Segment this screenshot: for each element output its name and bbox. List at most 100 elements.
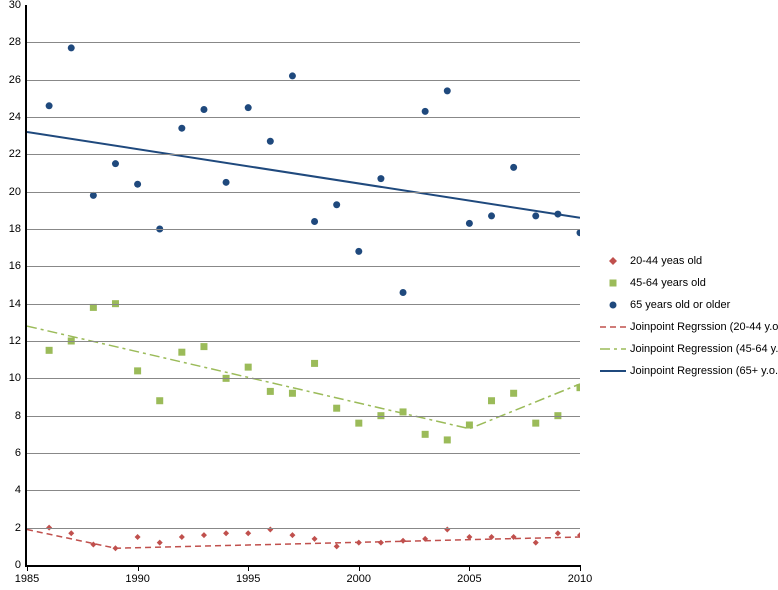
point-s45_64: [532, 420, 539, 427]
point-s65p: [377, 175, 384, 182]
point-s65p: [333, 201, 340, 208]
point-s45_64: [46, 347, 53, 354]
point-s65p: [68, 44, 75, 51]
x-tick-label: 2005: [457, 565, 481, 585]
grid-line: [27, 453, 580, 454]
point-s65p: [400, 289, 407, 296]
point-s20_44: [135, 534, 141, 540]
grid-line: [27, 229, 580, 230]
point-s65p: [112, 160, 119, 167]
x-tick-label: 1985: [15, 565, 39, 585]
point-s20_44: [400, 538, 406, 544]
point-s65p: [46, 102, 53, 109]
x-tick-label: 2010: [568, 565, 592, 585]
legend-swatch: [600, 254, 626, 268]
point-s45_64: [156, 397, 163, 404]
point-s45_64: [333, 405, 340, 412]
x-tick-label: 2000: [347, 565, 371, 585]
grid-line: [27, 117, 580, 118]
grid-line: [27, 266, 580, 267]
point-s65p: [355, 248, 362, 255]
legend-label: 65 years old or older: [626, 299, 730, 311]
y-tick-label: 18: [9, 223, 27, 235]
legend: 20-44 yeas old45-64 years old65 years ol…: [600, 250, 778, 382]
point-s45_64: [466, 422, 473, 429]
plot-area: 0246810121416182022242628301985199019952…: [25, 5, 580, 567]
y-tick-label: 6: [15, 447, 27, 459]
point-s45_64: [134, 367, 141, 374]
point-s45_64: [355, 420, 362, 427]
point-s20_44: [289, 532, 295, 538]
point-s65p: [267, 138, 274, 145]
grid-line: [27, 528, 580, 529]
x-tick-label: 1995: [236, 565, 260, 585]
point-s65p: [444, 87, 451, 94]
legend-label: 20-44 yeas old: [626, 255, 702, 267]
legend-swatch: [600, 298, 626, 312]
legend-label: Joinpoint Regression (65+ y.o.): [626, 365, 778, 377]
point-s65p: [90, 192, 97, 199]
point-s20_44: [356, 540, 362, 546]
y-tick-label: 16: [9, 260, 27, 272]
point-s65p: [554, 211, 561, 218]
legend-label: Joinpoint Regression (45-64 y.o.): [626, 343, 778, 355]
grid-line: [27, 416, 580, 417]
point-s45_64: [90, 304, 97, 311]
point-s45_64: [267, 388, 274, 395]
point-s20_44: [245, 530, 251, 536]
y-tick-label: 24: [9, 111, 27, 123]
legend-item: Joinpoint Regrssion (20-44 y.o.): [600, 316, 778, 338]
legend-item: Joinpoint Regression (45-64 y.o.): [600, 338, 778, 360]
grid-line: [27, 80, 580, 81]
x-tick-label: 1990: [125, 565, 149, 585]
y-tick-label: 20: [9, 186, 27, 198]
point-s45_64: [200, 343, 207, 350]
legend-swatch: [600, 342, 626, 356]
regression-reg65p: [27, 132, 580, 218]
point-s20_44: [112, 545, 118, 551]
legend-item: 65 years old or older: [600, 294, 778, 316]
point-s45_64: [510, 390, 517, 397]
point-s20_44: [334, 543, 340, 549]
point-s20_44: [533, 540, 539, 546]
legend-label: Joinpoint Regrssion (20-44 y.o.): [626, 321, 778, 333]
y-tick-label: 4: [15, 484, 27, 496]
point-s65p: [223, 179, 230, 186]
point-s20_44: [157, 540, 163, 546]
point-s20_44: [378, 540, 384, 546]
point-s45_64: [178, 349, 185, 356]
point-s65p: [422, 108, 429, 115]
point-s20_44: [179, 534, 185, 540]
point-s45_64: [444, 436, 451, 443]
regression-reg20_44: [27, 530, 580, 549]
point-s20_44: [312, 536, 318, 542]
grid-line: [27, 154, 580, 155]
point-s65p: [289, 72, 296, 79]
grid-line: [27, 304, 580, 305]
grid-line: [27, 341, 580, 342]
legend-swatch: [600, 364, 626, 378]
grid-line: [27, 490, 580, 491]
point-s65p: [245, 104, 252, 111]
grid-line: [27, 378, 580, 379]
y-tick-label: 12: [9, 335, 27, 347]
point-s45_64: [245, 364, 252, 371]
y-tick-label: 22: [9, 148, 27, 160]
point-s65p: [577, 229, 581, 236]
y-tick-label: 28: [9, 36, 27, 48]
y-tick-label: 30: [9, 0, 27, 11]
point-s65p: [134, 181, 141, 188]
chart-svg: [27, 5, 580, 565]
point-s65p: [311, 218, 318, 225]
point-s45_64: [422, 431, 429, 438]
point-s65p: [510, 164, 517, 171]
point-s65p: [178, 125, 185, 132]
point-s20_44: [223, 530, 229, 536]
legend-swatch: [600, 276, 626, 290]
point-s20_44: [68, 530, 74, 536]
chart-container: 0246810121416182022242628301985199019952…: [0, 0, 778, 590]
grid-line: [27, 192, 580, 193]
point-s45_64: [289, 390, 296, 397]
legend-swatch: [600, 320, 626, 334]
y-tick-label: 26: [9, 74, 27, 86]
